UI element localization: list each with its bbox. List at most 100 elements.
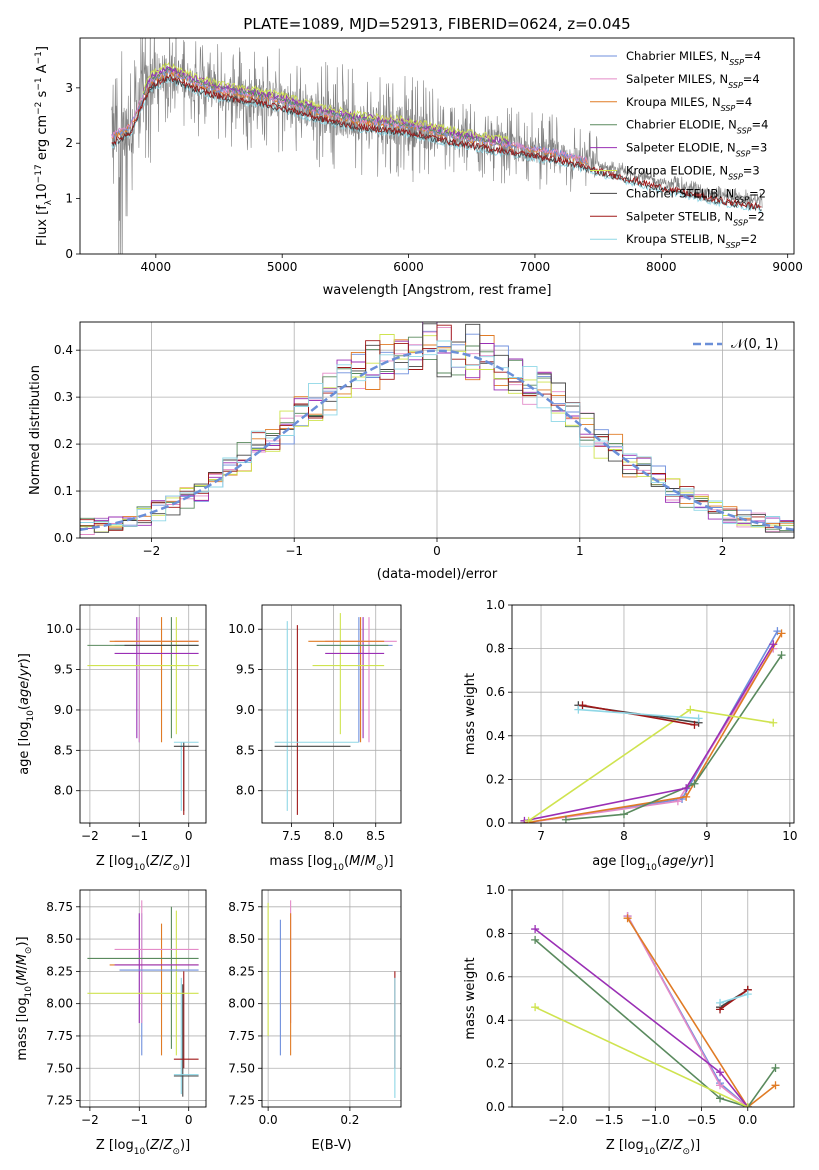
mass-vs-Z-xlabel-part: ⊙ xyxy=(172,1147,180,1157)
residuals-xtick-label: 1 xyxy=(576,544,584,558)
spectrum-ytick-label: 1 xyxy=(65,192,73,206)
legend-entry-3: Chabrier ELODIE, NSSP=4 xyxy=(626,118,768,136)
weight-vs-Z-xlabel-part: ⊙ xyxy=(682,1147,690,1157)
weight-vs-age-series-7 xyxy=(582,704,695,726)
age-vs-mass-xlabel-part: 10 xyxy=(333,863,345,873)
age-vs-mass-xlabel-part: M xyxy=(349,854,360,869)
mass-vs-Z-ylabel: mass [log10(M/M⊙)] xyxy=(15,936,34,1060)
mass-vs-Z-ylabel-part: M xyxy=(15,954,30,965)
spectrum-model-line-8 xyxy=(142,62,510,143)
residuals-xtick-label: −2 xyxy=(143,544,161,558)
mass-vs-Z-ylabel-part: M xyxy=(15,970,30,981)
mass-vs-Z-xlabel-part: 10 xyxy=(134,1147,146,1157)
weight-vs-age-series-4 xyxy=(524,643,774,822)
age-vs-Z-ytick-label: 10.0 xyxy=(46,622,73,636)
weight-vs-Z-xtick-label: −1.5 xyxy=(595,1113,624,1127)
legend-prefix: , N xyxy=(710,232,726,246)
weight-vs-age-marker-3-2 xyxy=(690,779,699,788)
age-vs-Z-ylabel-part: )] xyxy=(17,653,32,663)
spectrum-ytick-label: 3 xyxy=(65,81,73,95)
mass-vs-Z-xtick-label: −2 xyxy=(81,1113,99,1127)
age-vs-Z-ytick-label: 9.5 xyxy=(54,663,73,677)
spectrum-ylabel-part: −17 xyxy=(34,164,44,183)
weight-vs-Z-marker-3-1 xyxy=(716,1094,725,1103)
legend-sub: SSP xyxy=(736,149,751,158)
weight-vs-age-marker-4-1 xyxy=(682,784,691,793)
weight-vs-Z-xlabel-part: Z [log xyxy=(606,1138,644,1153)
mass-vs-Z-xlabel-part: )] xyxy=(180,1138,190,1153)
legend-nssp: =3 xyxy=(750,141,767,155)
weight-vs-age-marker-5-1 xyxy=(686,705,695,714)
age-vs-mass-xlabel-part: ⊙ xyxy=(376,863,384,873)
weight-vs-age-marker-3-0 xyxy=(561,815,570,823)
mass-vs-Z-ytick-label: 8.00 xyxy=(46,997,73,1011)
weight-vs-age-ytick-label: 1.0 xyxy=(486,598,505,612)
age-vs-Z-ylabel-part: yr xyxy=(17,662,32,678)
age-vs-Z-xlabel-part: Z xyxy=(149,854,160,869)
weight-vs-age-marker-2-1 xyxy=(682,792,691,801)
mass-vs-Z-xlabel-part: Z xyxy=(149,1138,160,1153)
spectrum-ylabel-part: Flux [f xyxy=(35,205,50,246)
legend-prefix: , N xyxy=(717,209,733,223)
weight-vs-age-ylabel: mass weight xyxy=(463,673,478,755)
residuals-ytick-label: 0.2 xyxy=(54,437,73,451)
spectrum-xtick-label: 5000 xyxy=(267,260,298,274)
panel-weight-vs-age: 7 8 9 10 0.0 0.2 0.4 0.6 0.8 1.0 mass weight age [l… xyxy=(463,598,797,873)
weight-vs-age-xlabel-part: age [log xyxy=(592,854,645,869)
mass-vs-EBV-xtick-label: 0.0 xyxy=(259,1113,278,1127)
weight-vs-Z-xtick-label: 0.0 xyxy=(738,1113,757,1127)
panel-residuals: −2 −1 0 1 2 0.0 0.1 0.2 0.3 0.4 𝒩(0, 1) (data-model… xyxy=(28,321,795,582)
legend-sub: SSP xyxy=(734,195,749,204)
legend-prefix: , N xyxy=(705,95,721,109)
legend-entry-7: Salpeter STELIB, NSSP=2 xyxy=(626,209,765,227)
mass-vs-EBV-xtick-label: 0.2 xyxy=(340,1113,359,1127)
weight-vs-Z-series-2 xyxy=(626,917,776,1107)
weight-vs-Z-series-3 xyxy=(534,939,777,1107)
age-vs-Z-xlabel-part: / xyxy=(159,854,164,869)
residuals-ytick-label: 0.3 xyxy=(54,390,73,404)
legend-entry-1: Salpeter MILES, NSSP=4 xyxy=(626,72,760,90)
legend-sub: SSP xyxy=(728,172,743,181)
mass-vs-Z-xlabel: Z [log10(Z/Z⊙)] xyxy=(96,1138,190,1157)
residuals-ytick-label: 0.1 xyxy=(54,484,73,498)
weight-vs-Z-marker-2-0 xyxy=(623,914,632,923)
weight-vs-Z-xtick-label: −1.0 xyxy=(641,1113,670,1127)
age-vs-mass-xtick-label: 8.0 xyxy=(324,829,343,843)
age-vs-Z-xlabel-part: )] xyxy=(180,854,190,869)
mass-vs-Z-ytick-label: 7.25 xyxy=(46,1094,73,1108)
mass-vs-EBV-ytick-label: 7.50 xyxy=(228,1061,255,1075)
spectrum-xtick-label: 4000 xyxy=(141,260,172,274)
legend-sub: SSP xyxy=(728,80,743,89)
mass-vs-Z-xlabel-part: Z [log xyxy=(96,1138,134,1153)
axes-frame xyxy=(79,37,795,255)
weight-vs-age-xtick-label: 9 xyxy=(703,829,711,843)
age-vs-Z-xlabel-part: ⊙ xyxy=(172,863,180,873)
legend-prefix: , N xyxy=(721,118,737,132)
weight-vs-Z-xlabel-part: Z xyxy=(673,1138,684,1153)
mass-vs-EBV-ytick-label: 8.50 xyxy=(228,932,255,946)
legend-series-name: Kroupa ELODIE xyxy=(626,164,712,178)
mass-vs-Z-ylabel-part: ⊙ xyxy=(24,947,34,955)
spectrum-model-line-1 xyxy=(111,75,762,212)
mass-vs-EBV-ytick-label: 7.75 xyxy=(228,1029,255,1043)
weight-vs-Z-marker-8-1 xyxy=(743,990,752,999)
legend-sub: SSP xyxy=(721,103,736,112)
age-vs-mass-xlabel-part: ( xyxy=(344,854,349,869)
spectrum-ytick-label: 2 xyxy=(65,136,73,150)
weight-vs-age-ytick-label: 0.2 xyxy=(486,772,505,786)
weight-vs-Z-xlabel-part: / xyxy=(669,1138,674,1153)
mass-vs-Z-xtick-label: 0 xyxy=(185,1113,193,1127)
weight-vs-Z-ylabel: mass weight xyxy=(463,957,478,1039)
weight-vs-age-marker-3-1 xyxy=(619,810,628,819)
age-vs-mass-xlabel-part: )] xyxy=(383,854,393,869)
age-vs-Z-xlabel-part: Z [log xyxy=(96,854,134,869)
age-vs-mass-ytick-label: 8.5 xyxy=(236,743,255,757)
legend-nssp: =4 xyxy=(752,118,769,132)
legend-series-name: Kroupa MILES xyxy=(626,95,705,109)
age-vs-Z-ylabel: age [log10(age/yr)] xyxy=(17,653,36,775)
age-vs-Z-xlabel-part: ( xyxy=(145,854,150,869)
legend-prefix: , N xyxy=(720,141,736,155)
normal-legend-label: 𝒩(0, 1) xyxy=(731,337,778,352)
age-vs-mass-xlabel: mass [log10(M/M⊙)] xyxy=(269,854,393,873)
